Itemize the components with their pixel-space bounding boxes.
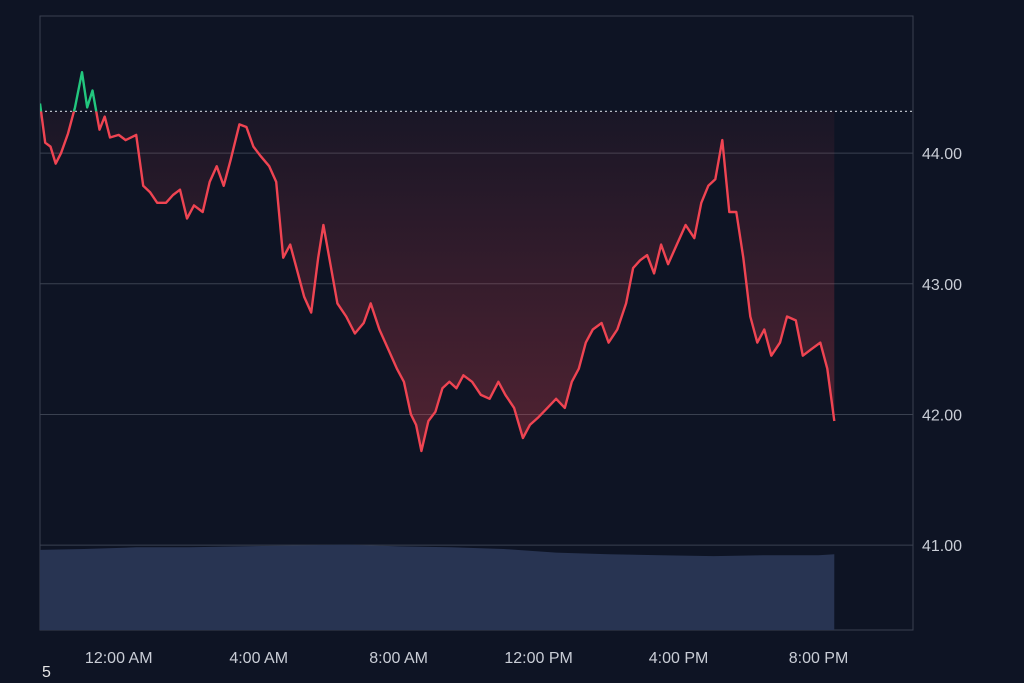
y-tick-label-44.00: 44.00 [922, 146, 962, 163]
y-tick-label-43.00: 43.00 [922, 277, 962, 294]
x-tick-label-12-00-am: 12:00 AM [85, 650, 153, 667]
price-line-below-reference [40, 111, 836, 453]
y-tick-label-41.00: 41.00 [922, 538, 962, 555]
x-tick-label-8-00-pm: 8:00 PM [789, 650, 849, 667]
y-tick-label-42.00: 42.00 [922, 407, 962, 424]
x-tick-label-12-00-pm: 12:00 PM [504, 650, 572, 667]
price-area-fill [40, 111, 835, 452]
footnote-text: 5 [42, 664, 51, 681]
volume-area [40, 544, 835, 630]
x-tick-label-8-00-am: 8:00 AM [369, 650, 428, 667]
x-tick-label-4-00-pm: 4:00 PM [649, 650, 709, 667]
x-tick-label-4-00-am: 4:00 AM [229, 650, 288, 667]
